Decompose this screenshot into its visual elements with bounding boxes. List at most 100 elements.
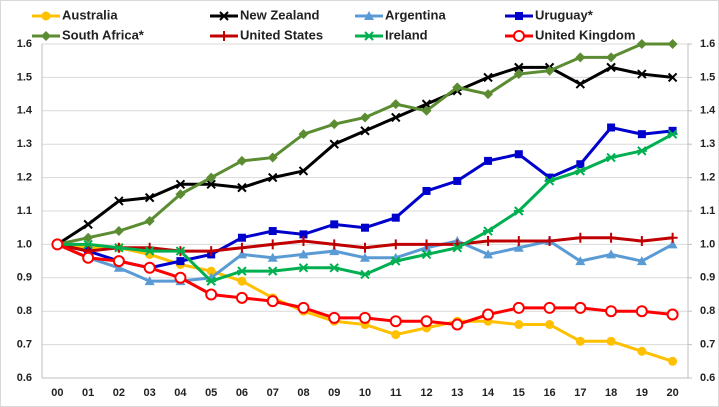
marker [298,263,309,273]
marker [360,252,370,262]
x-tick-label: 08 [297,387,309,399]
marker [298,249,309,259]
marker [636,146,647,156]
y2-tick-label: 0.6 [700,372,715,384]
marker [206,246,217,257]
marker [544,65,555,76]
marker [364,11,374,20]
marker [236,249,247,259]
marker [175,246,186,256]
x-tick-label: 10 [359,387,371,399]
x-tick-label: 03 [144,387,156,399]
marker [206,179,216,189]
marker [268,172,278,183]
legend-label: Argentina [385,7,446,22]
legend: Australia New Zealand Argentina Uruguay* Sou… [32,7,635,42]
marker [513,206,524,216]
x-tick-label: 18 [605,387,617,399]
legend-label: United Kingdom [535,27,635,42]
marker [667,232,678,243]
x-tick-label: 09 [328,387,340,399]
y-tick-label: 1.0 [17,238,32,250]
marker [206,172,217,183]
marker [360,126,370,136]
marker [483,249,494,259]
marker [51,238,64,251]
y-tick-label: 1.4 [17,105,33,117]
x-tick-label: 15 [513,387,525,399]
y2-tick-label: 1.2 [700,172,715,184]
marker [515,12,523,20]
x-tick-label: 01 [82,387,94,399]
series [52,62,678,250]
marker [606,52,617,63]
marker [513,30,525,42]
marker [482,308,495,321]
y2-tick-label: 1.4 [700,105,716,117]
marker [144,246,155,256]
marker [361,223,369,232]
marker [298,166,309,176]
y-tick-label: 0.6 [17,372,32,384]
y2-tick-label: 1.3 [700,138,715,150]
marker [484,156,493,165]
marker [422,186,431,195]
marker [636,39,647,49]
marker [113,226,124,237]
marker [236,266,247,276]
marker [606,249,617,259]
marker [637,69,647,79]
marker [83,239,94,250]
marker [268,227,277,236]
y-tick-label: 1.5 [17,71,32,83]
marker [606,336,616,346]
marker [512,301,525,314]
marker [637,346,647,356]
series [52,232,678,257]
x-tick-label: 17 [574,387,586,399]
y-tick-label: 1.1 [17,205,32,217]
marker [267,266,278,276]
x-tick-label: 16 [543,387,555,399]
marker [41,11,51,21]
marker [41,31,51,41]
marker [144,192,155,203]
marker [575,256,586,266]
marker [266,295,279,308]
marker [668,126,677,135]
marker [359,311,371,324]
marker [83,219,93,230]
marker [236,242,247,253]
marker [575,79,586,89]
y2-tick-label: 1.0 [700,238,715,250]
marker [452,82,463,93]
marker [298,129,309,140]
marker [543,301,556,314]
marker [298,236,309,247]
y2-tick-label: 1.5 [700,71,715,83]
marker [575,232,586,243]
marker [637,130,646,139]
marker [607,123,616,132]
marker [390,256,401,266]
y-tick-label: 0.7 [17,339,32,351]
marker [545,320,555,330]
marker [514,150,523,159]
marker [575,336,585,346]
y2-tick-label: 0.7 [700,339,715,351]
marker [420,315,433,328]
marker [636,256,647,266]
marker [667,39,678,49]
marker [297,301,310,314]
marker [360,269,370,280]
x-tick-label: 13 [451,387,463,399]
marker [299,230,308,239]
y2-tick-label: 0.9 [700,272,715,284]
marker [390,99,401,110]
x-tick-label: 06 [236,387,248,399]
marker [575,166,586,176]
marker [237,182,247,193]
marker [483,236,494,247]
marker [328,311,341,324]
x-tick-label: 02 [113,387,125,399]
